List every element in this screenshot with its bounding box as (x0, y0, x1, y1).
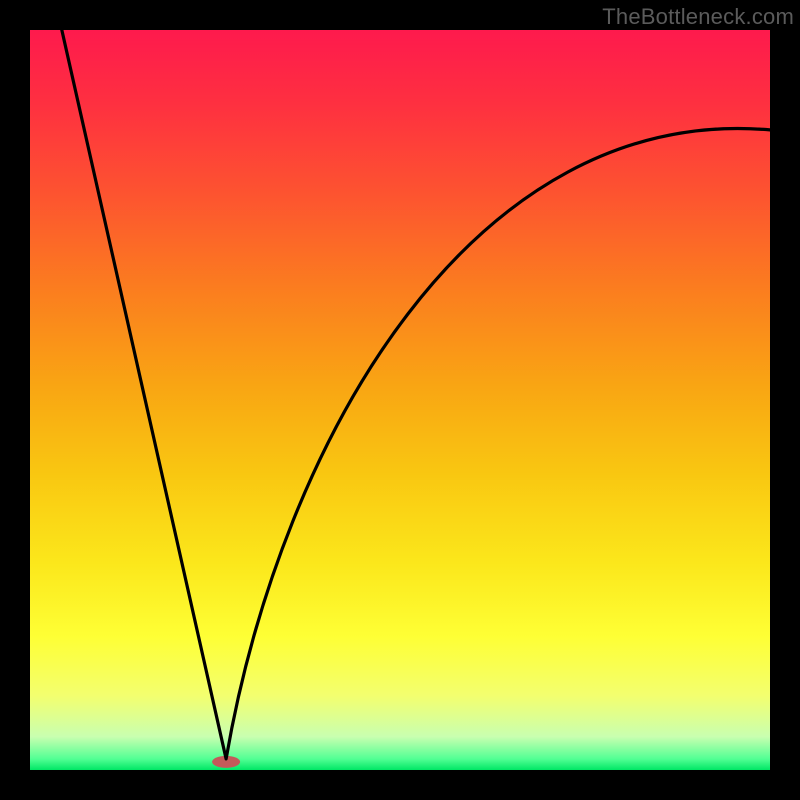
chart-frame: TheBottleneck.com (0, 0, 800, 800)
gradient-background (30, 30, 770, 770)
plot-area (30, 30, 770, 770)
chart-svg (30, 30, 770, 770)
watermark-text: TheBottleneck.com (602, 4, 794, 30)
